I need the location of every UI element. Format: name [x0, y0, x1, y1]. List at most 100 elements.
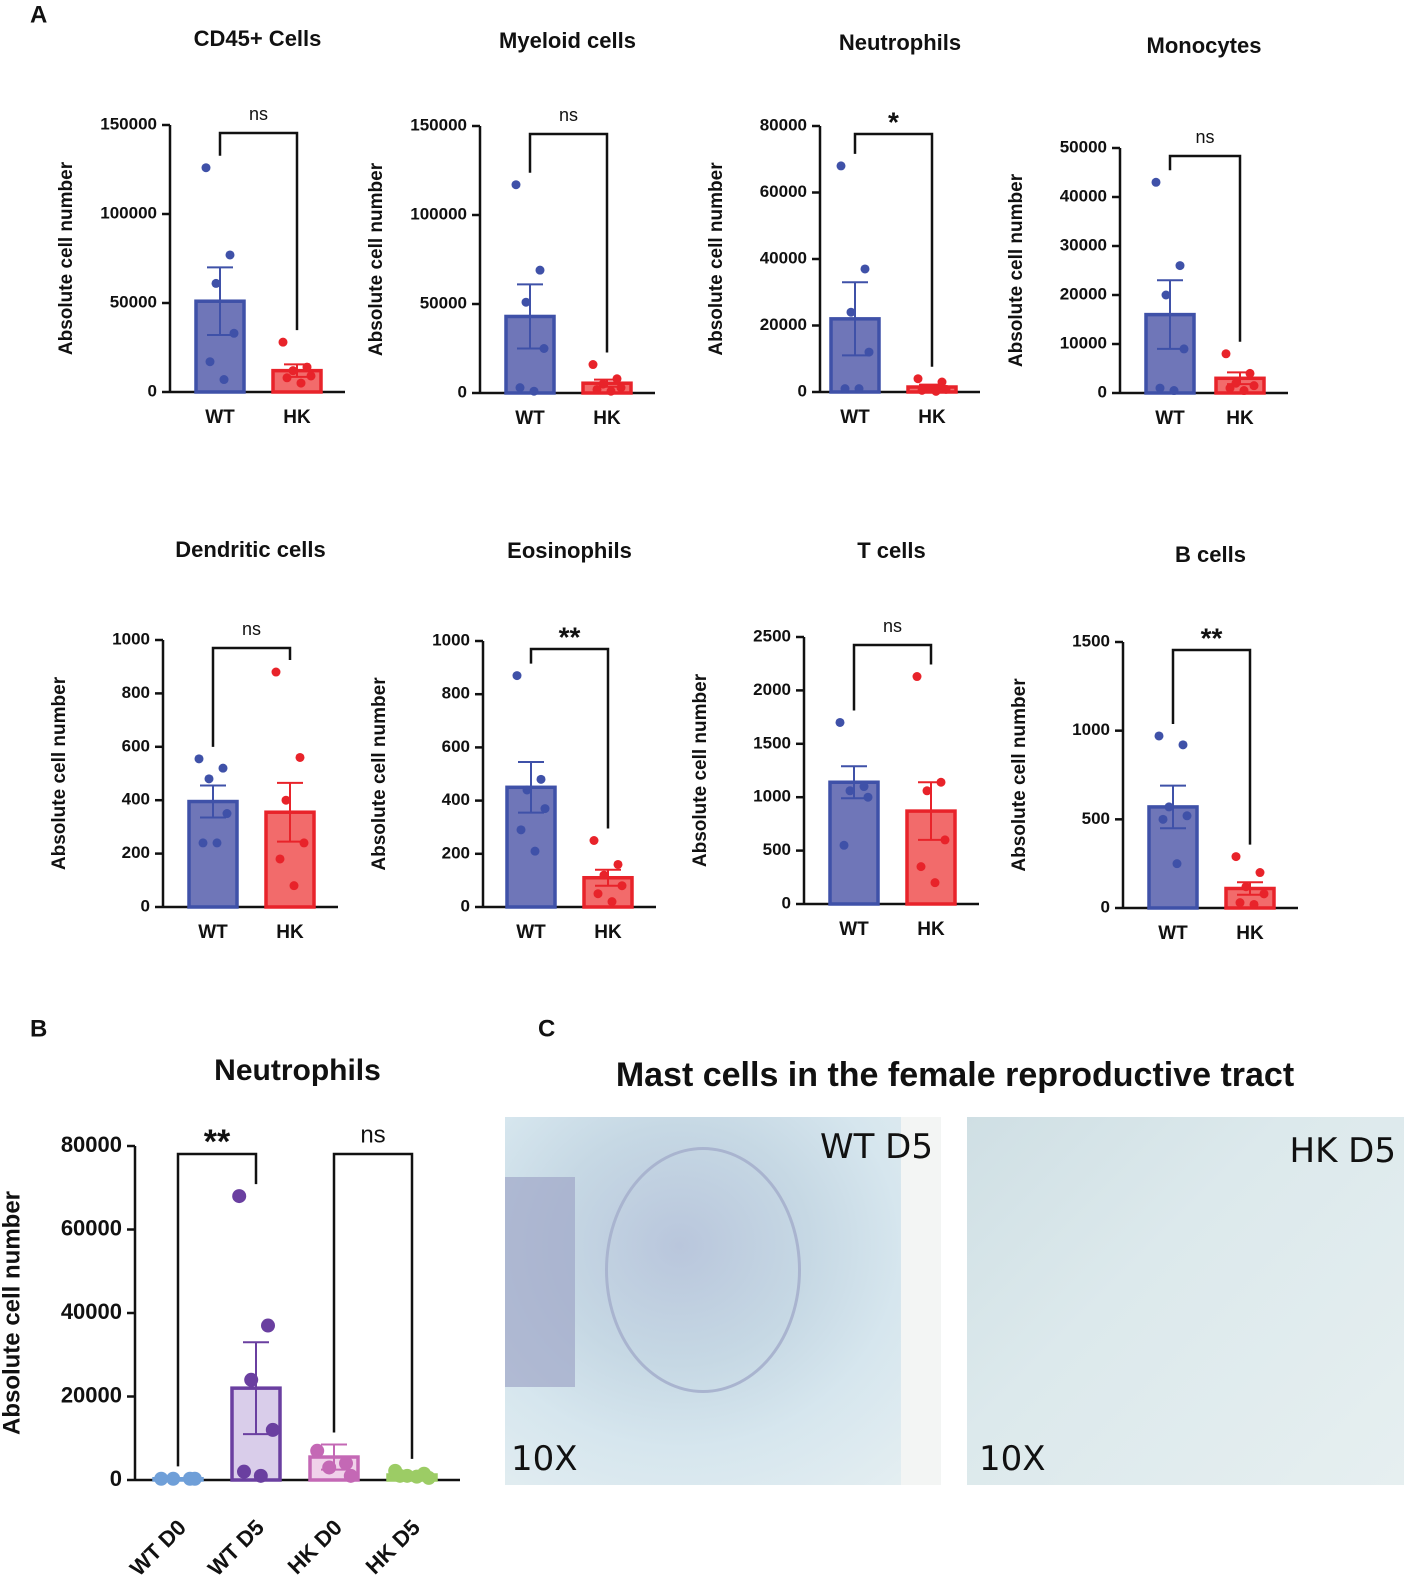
- data-point: [1158, 814, 1168, 824]
- data-point: [393, 1468, 407, 1483]
- significance-label: **: [1201, 622, 1223, 653]
- data-point: [1249, 899, 1259, 909]
- data-point: [589, 836, 599, 845]
- data-point: [1221, 349, 1231, 359]
- error-bar: [595, 868, 621, 887]
- data-point: [237, 1464, 251, 1479]
- data-point: [835, 717, 845, 727]
- y-tick-label: 0: [1101, 897, 1110, 916]
- data-point: [1178, 740, 1188, 750]
- y-tick-label: 800: [442, 684, 470, 703]
- x-tick-label: WT: [198, 922, 228, 943]
- error-bar: [841, 765, 867, 800]
- x-tick-label: WT: [839, 919, 869, 940]
- significance-bracket: [332, 1152, 414, 1459]
- data-point: [211, 278, 221, 288]
- data-point: [1245, 368, 1255, 378]
- y-tick-label: 0: [461, 896, 470, 915]
- significance-label: **: [559, 621, 581, 652]
- y-axis-label: Absolute cell number: [366, 162, 387, 356]
- data-point: [617, 881, 627, 891]
- y-axis-label: Absolute cell number: [56, 161, 77, 355]
- chart-title: B cells: [1175, 542, 1246, 567]
- x-tick-label: HK: [283, 407, 311, 428]
- data-point: [913, 374, 923, 384]
- x-tick-label: WT D0: [125, 1515, 191, 1581]
- chart-title: Neutrophils: [839, 30, 961, 55]
- panel-title: Mast cells in the female reproductive tr…: [616, 1056, 1294, 1094]
- y-axis-label: Absolute cell number: [690, 673, 711, 867]
- y-tick-label: 30000: [1060, 235, 1107, 254]
- y-tick-label: 500: [1082, 809, 1110, 828]
- data-point: [864, 347, 874, 357]
- data-point: [1255, 868, 1265, 878]
- y-tick-label: 200: [442, 843, 470, 862]
- y-tick-label: 0: [141, 896, 150, 915]
- y-tick-label: 10000: [1060, 333, 1107, 352]
- data-point: [839, 840, 849, 850]
- data-point: [229, 328, 239, 338]
- significance-bracket: [852, 643, 933, 711]
- data-point: [535, 265, 545, 275]
- data-point: [306, 371, 316, 381]
- x-tick-label: WT: [205, 407, 235, 428]
- y-tick-label: 80000: [61, 1132, 122, 1157]
- data-point: [1231, 852, 1241, 862]
- significance-bracket: [218, 131, 299, 331]
- x-tick-label: HK: [276, 922, 304, 943]
- data-point: [225, 250, 235, 260]
- significance-bracket: [528, 132, 609, 353]
- y-tick-label: 50000: [110, 292, 157, 311]
- data-point: [205, 357, 215, 367]
- x-tick-label: HK: [917, 919, 945, 940]
- data-point: [922, 786, 932, 796]
- magnification: 10X: [979, 1439, 1046, 1479]
- significance-label: ns: [1195, 127, 1214, 147]
- data-point: [863, 792, 873, 802]
- tissue-region: [505, 1177, 575, 1387]
- data-point: [322, 1460, 337, 1475]
- data-point: [275, 854, 285, 864]
- chart-title: Dendritic cells: [175, 537, 325, 562]
- data-point: [522, 785, 532, 795]
- x-tick-label: WT: [515, 408, 545, 429]
- data-point: [1241, 882, 1251, 892]
- y-tick-label: 500: [763, 840, 791, 859]
- error-bar: [200, 784, 226, 819]
- data-point: [194, 754, 204, 764]
- data-point: [931, 386, 941, 396]
- y-tick-label: 400: [122, 790, 150, 809]
- x-tick-label: HK D5: [361, 1515, 425, 1579]
- data-point: [616, 383, 626, 393]
- significance-bracket: [211, 646, 292, 747]
- micrograph: HK D5 10X: [967, 1117, 1404, 1485]
- error-bar: [243, 1341, 269, 1436]
- data-point: [1154, 731, 1164, 741]
- data-point: [1155, 383, 1165, 393]
- significance-bracket: [1171, 648, 1252, 845]
- data-point: [1164, 802, 1174, 812]
- panel-label: C: [538, 1015, 555, 1042]
- y-axis-label: Absolute cell number: [369, 677, 390, 871]
- significance-bracket: [853, 132, 934, 367]
- y-axis-label: Absolute cell number: [706, 162, 727, 356]
- significance-label: ns: [360, 1121, 385, 1148]
- y-tick-label: 400: [442, 790, 470, 809]
- significance-label: ns: [883, 616, 902, 636]
- y-tick-label: 80000: [760, 115, 807, 134]
- chart-title: Monocytes: [1147, 33, 1262, 58]
- data-point: [289, 881, 299, 891]
- data-point: [846, 307, 856, 317]
- data-point: [854, 384, 864, 394]
- data-point: [512, 671, 522, 681]
- data-point: [339, 1456, 353, 1471]
- data-point: [299, 838, 309, 848]
- error-bar: [1157, 279, 1183, 350]
- x-tick-label: WT: [516, 922, 546, 943]
- data-point: [218, 763, 228, 773]
- y-tick-label: 0: [782, 893, 791, 912]
- data-point: [941, 384, 951, 394]
- y-tick-label: 40000: [61, 1299, 122, 1324]
- data-point: [1225, 383, 1235, 393]
